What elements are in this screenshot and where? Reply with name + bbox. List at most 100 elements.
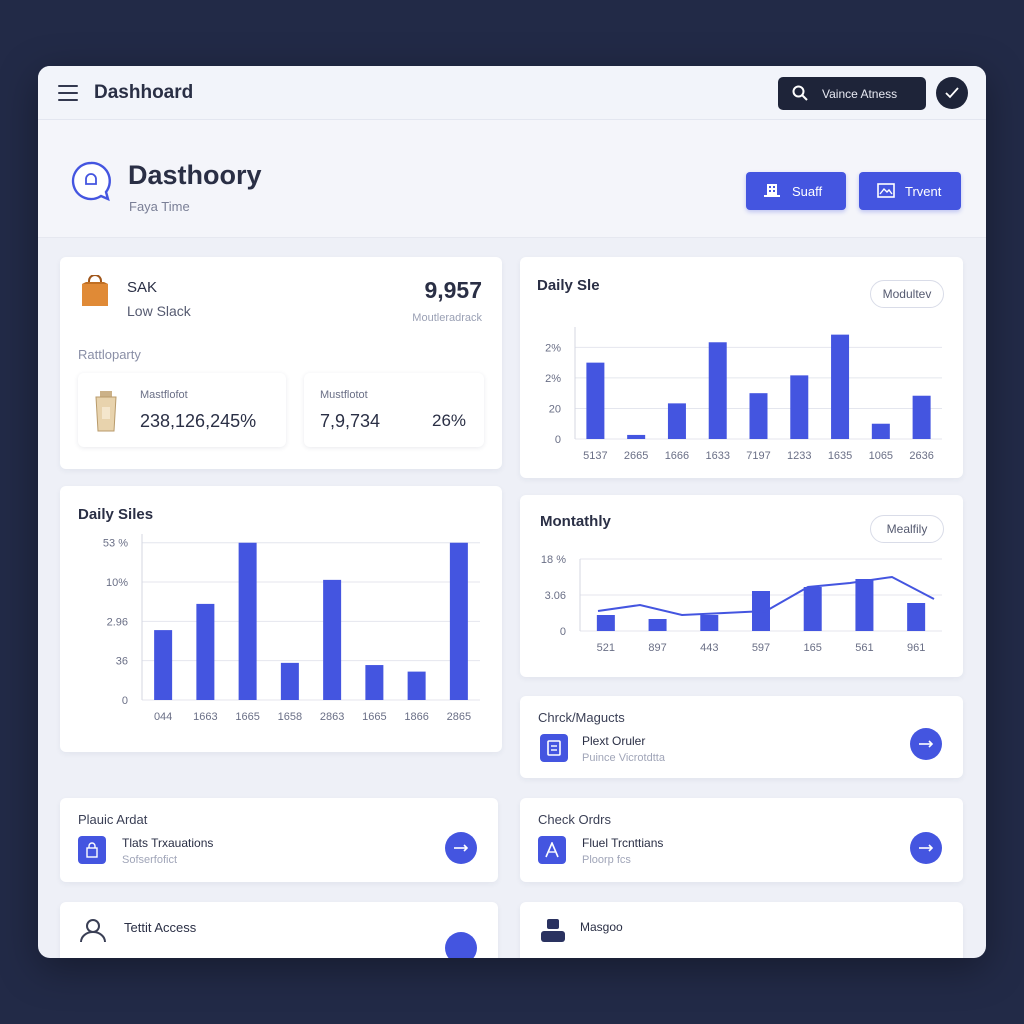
arrow-right-button[interactable]	[910, 832, 942, 864]
action-card[interactable]: Chrck/Magucts Plext Oruler Puince Vicrot…	[520, 696, 963, 778]
bag-icon	[95, 391, 117, 432]
monthly-chart: 0 3.06 18 % 521 897 443 597 165 561 961	[541, 554, 942, 654]
action-main: Masgoo	[580, 920, 623, 934]
action-main: Plext Oruler	[582, 734, 646, 748]
bar	[907, 603, 926, 631]
y-tick-label: 3.06	[545, 590, 566, 602]
menu-icon[interactable]	[58, 85, 78, 101]
x-tick-label: 1663	[193, 711, 217, 723]
x-tick-label: 165	[804, 642, 822, 654]
chart-title: Montathly	[540, 513, 611, 530]
chart-title: Daily Sle	[537, 277, 600, 294]
arrow-right-button[interactable]	[445, 932, 477, 958]
bag-icon	[78, 836, 106, 864]
user-icon	[541, 919, 565, 942]
bar	[596, 615, 615, 631]
search-button[interactable]: Vaince Atness	[778, 77, 926, 110]
y-tick-label: 2.96	[107, 616, 128, 628]
stock-value: 9,957	[424, 277, 482, 303]
action-main: Tlats Trxauations	[122, 836, 214, 850]
bar	[407, 671, 426, 700]
stat-tile-label: Mastflofot	[140, 389, 188, 401]
x-tick-label: 1065	[869, 450, 893, 462]
user-icon	[80, 919, 106, 942]
x-tick-label: 1633	[705, 450, 729, 462]
arrow-right-icon	[454, 844, 469, 852]
x-tick-label: 5137	[583, 450, 607, 462]
bar	[238, 542, 257, 700]
bar	[708, 342, 727, 439]
x-tick-label: 2863	[320, 711, 344, 723]
x-tick-label: 897	[648, 642, 666, 654]
travel-button[interactable]: Trvent	[859, 172, 961, 210]
trend-line	[597, 575, 935, 617]
page-title: Dasthoory	[128, 160, 262, 190]
daily-sle-chart: 0 20 2% 2% 5137 2665 1666 1633 7197 1233 1635 1065 2…	[545, 327, 942, 462]
action-card[interactable]: Masgoo	[520, 902, 963, 958]
x-tick-label: 597	[752, 642, 770, 654]
action-main: Fluel Trcnttians	[582, 836, 664, 850]
x-tick-label: 1666	[665, 450, 689, 462]
travel-button-label: Trvent	[905, 184, 942, 199]
action-title: Plauic Ardat	[78, 812, 148, 827]
bar	[154, 630, 173, 700]
x-tick-label: 1866	[404, 711, 428, 723]
arrow-right-icon	[919, 844, 934, 852]
y-tick-label: 53 %	[103, 538, 128, 550]
period-filter[interactable]: Modultev	[870, 280, 944, 308]
bar	[912, 395, 931, 439]
y-tick-label: 2%	[545, 373, 561, 385]
bar	[803, 587, 822, 631]
period-filter[interactable]: Mealfily	[870, 515, 944, 543]
action-sub: Puince Vicrotdtta	[582, 752, 665, 764]
x-tick-label: 1665	[362, 711, 386, 723]
account-button[interactable]	[936, 77, 968, 109]
daily-sle-card: Daily Sle Modultev 0 20 2% 2% 5137 2665 1666 16…	[520, 257, 963, 478]
x-tick-label: 2636	[909, 450, 933, 462]
y-tick-label: 36	[116, 656, 128, 668]
stat-tile-value: 238,126,245%	[140, 411, 257, 431]
bar	[855, 579, 874, 631]
bar	[627, 434, 646, 439]
y-tick-label: 2%	[545, 342, 561, 354]
arrow-right-button[interactable]	[910, 728, 942, 760]
stat-tile: Mastflofot 238,126,245%	[78, 373, 286, 447]
page-subtitle: Faya Time	[129, 199, 190, 214]
page-header: Dasthoory Faya Time Suaff Trvent	[38, 120, 986, 238]
top-bar: Dashhoard Vaince Atness	[38, 66, 986, 120]
chat-bubble-icon	[71, 161, 111, 202]
y-tick-label: 18 %	[541, 554, 566, 566]
x-tick-label: 1665	[235, 711, 259, 723]
search-button-label: Vaince Atness	[822, 87, 898, 101]
action-main: Tettit Access	[124, 920, 197, 935]
bar	[700, 615, 719, 631]
bar	[831, 334, 850, 439]
monthly-card: Montathly Mealfily 0 3.06 18 % 521 897 443 597…	[520, 495, 963, 677]
action-card[interactable]: Check Ordrs Fluel Trcnttians Ploorp fcs	[520, 798, 963, 882]
action-card[interactable]: Plauic Ardat Tlats Trxauations Sofserfof…	[60, 798, 498, 882]
x-tick-label: 7197	[746, 450, 770, 462]
letter-a-icon	[538, 836, 566, 864]
stock-status: Low Slack	[127, 303, 191, 319]
x-tick-label: 1233	[787, 450, 811, 462]
daily-sales-card: Daily Siles 0 36 2.96 10% 53 % 044 1663 1665 165…	[60, 486, 502, 752]
x-tick-label: 1635	[828, 450, 852, 462]
arrow-right-button[interactable]	[445, 832, 477, 864]
action-sub: Ploorp fcs	[582, 854, 631, 866]
stat-tile: Mustflotot 7,9,734 26%	[304, 373, 484, 447]
staff-button-label: Suaff	[792, 184, 823, 199]
staff-button[interactable]: Suaff	[746, 172, 846, 210]
stock-caption: Moutleradrack	[412, 312, 482, 324]
bar	[871, 423, 890, 439]
x-tick-label: 521	[597, 642, 615, 654]
x-tick-label: 1658	[278, 711, 302, 723]
y-tick-label: 20	[549, 403, 561, 415]
daily-sales-chart: 0 36 2.96 10% 53 % 044 1663 1665 1658 2863 1665 186…	[103, 534, 480, 723]
y-tick-label: 0	[560, 626, 566, 638]
bar	[449, 542, 468, 700]
action-card[interactable]: Tettit Access	[60, 902, 498, 958]
dashboard-window: Dashhoard Vaince Atness Dasthoory Faya T…	[38, 66, 986, 958]
stat-tile-value: 7,9,734	[320, 411, 381, 431]
arrow-right-icon	[919, 740, 934, 748]
bar	[280, 662, 299, 700]
